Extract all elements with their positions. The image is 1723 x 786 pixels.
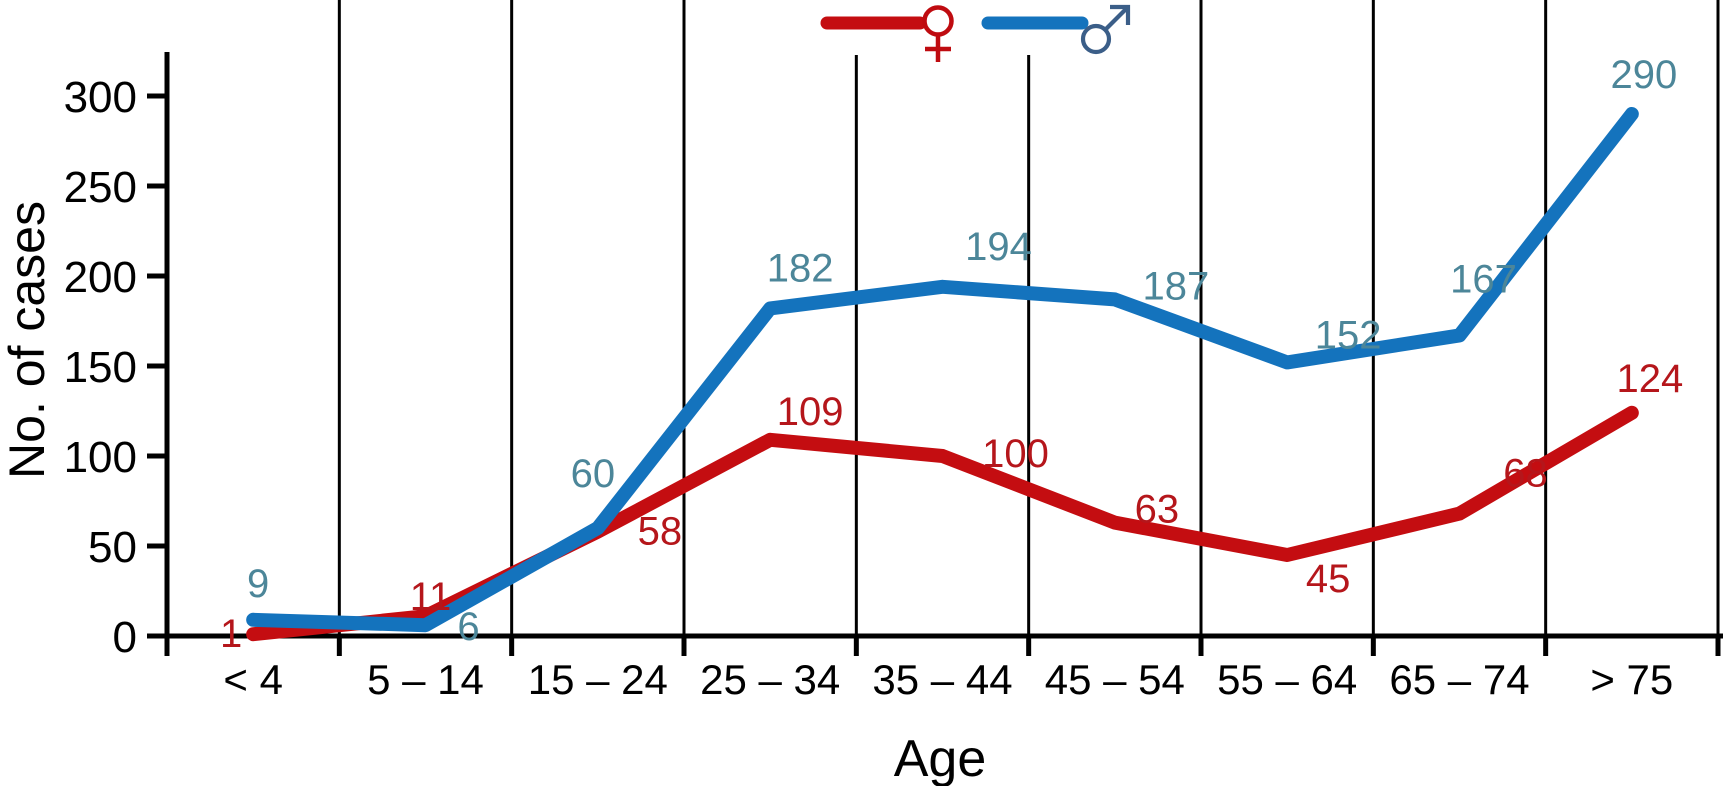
male-data-label: 9: [247, 562, 269, 606]
female-data-label: 1: [220, 612, 242, 656]
x-tick-label: 5 – 14: [367, 656, 484, 703]
x-tick-label: 45 – 54: [1045, 656, 1185, 703]
y-tick-label: 250: [64, 163, 137, 212]
y-tick-label: 0: [113, 613, 137, 662]
x-tick-label: < 4: [223, 656, 283, 703]
axes: [164, 52, 1723, 639]
x-tick-label: 65 – 74: [1389, 656, 1529, 703]
legend: [820, 4, 1131, 62]
male-symbol-arrow-shaft: [1104, 6, 1129, 31]
female-data-label: 109: [777, 390, 844, 434]
y-axis-title: No. of cases: [0, 201, 55, 479]
x-tick-label: 25 – 34: [700, 656, 840, 703]
male-symbol-arrowhead: [1110, 4, 1131, 25]
female-data-label: 124: [1616, 357, 1683, 401]
y-tick-label: 100: [64, 433, 137, 482]
female-data-label: 58: [638, 510, 683, 554]
female-data-label: 100: [982, 432, 1049, 476]
male-data-label: 290: [1610, 53, 1677, 97]
female-data-label: 45: [1306, 557, 1351, 601]
y-tick-label: 150: [64, 343, 137, 392]
x-axis-title: Age: [894, 730, 987, 786]
legend-background: [752, 0, 1198, 55]
female-data-label: 68: [1503, 452, 1548, 496]
male-symbol-circle: [1080, 23, 1112, 55]
male-series-line: [246, 107, 1639, 633]
y-tick-label: 300: [64, 73, 137, 122]
male-data-label: 152: [1315, 313, 1382, 357]
y-tick-label: 200: [64, 253, 137, 302]
x-tick-label: 15 – 24: [528, 656, 668, 703]
male-data-label: 187: [1142, 264, 1209, 308]
male-data-label: 6: [457, 605, 479, 649]
female-data-label: 11: [410, 575, 452, 619]
axis-tick-labels: 0 50 100 150 200 250 300 < 4 5 – 14 15 – 24 25 – 3…: [64, 73, 1674, 703]
female-data-label: 63: [1135, 488, 1180, 532]
x-tick-label: 35 – 44: [872, 656, 1012, 703]
x-tick-label: 55 – 64: [1217, 656, 1357, 703]
x-tick-label: > 75: [1590, 656, 1673, 703]
y-tick-label: 50: [88, 523, 137, 572]
male-data-label: 167: [1450, 257, 1517, 301]
legend-backdrop: [752, 0, 1198, 55]
female-symbol-icon: [922, 5, 954, 62]
male-data-label: 182: [767, 246, 834, 290]
series-lines: [246, 107, 1639, 642]
gridlines: [337, 0, 1720, 636]
axis-ticks: [147, 93, 1721, 656]
male-symbol-icon: [1080, 4, 1131, 55]
male-data-label: 194: [965, 225, 1032, 269]
male-data-label: 60: [571, 452, 616, 496]
